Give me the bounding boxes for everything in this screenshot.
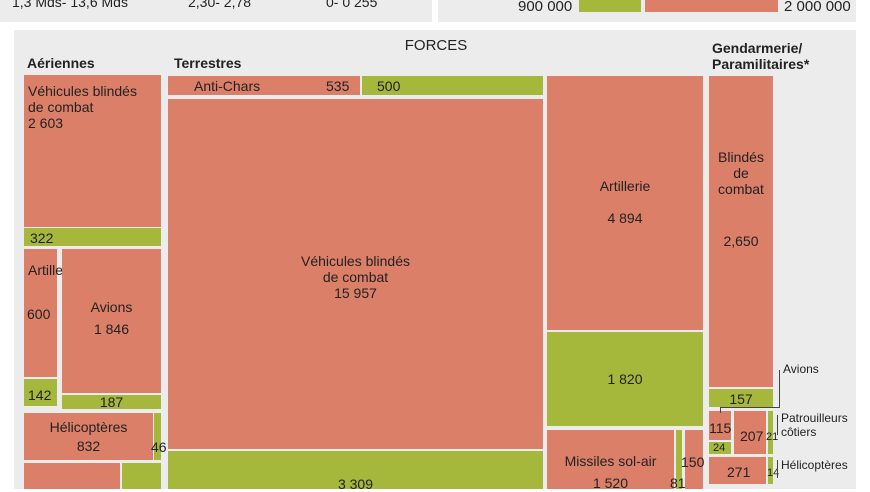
gen-avions-ukraine-value: 24: [713, 442, 726, 454]
ter-art-label: Artillerie: [599, 178, 651, 194]
gen-bc-value: 2,650: [723, 233, 759, 249]
air-helico-russia: [24, 413, 153, 460]
gen-bc-russia: [709, 76, 773, 387]
air-avions-russia: [62, 249, 161, 393]
gen-hel-ukraine-value: 14: [767, 467, 780, 479]
ter-antichars-value: 535: [326, 78, 350, 94]
air-helico-label: Hélicoptères: [49, 419, 128, 435]
forces-title: FORCES: [404, 37, 468, 54]
ter-art-russia: [547, 76, 703, 330]
ter-vbc-label-2: de combat: [322, 269, 389, 285]
ter-msa-ukraine: [676, 430, 682, 489]
gen-pat-value: 207: [740, 428, 764, 444]
ter-vbc-value: 15 957: [334, 285, 377, 301]
air-art-value: 600: [27, 306, 51, 322]
ter-art-ukraine-value: 1 820: [607, 371, 643, 387]
ter-msa-ukraine-value: 81: [670, 475, 686, 491]
callout-avions-line-t: [720, 407, 721, 413]
air-art-ukraine-value: 142: [28, 387, 52, 403]
gen-bc-label-1: Blindés: [718, 149, 764, 165]
air-art-ukraine: [24, 379, 57, 406]
gen-bc-label-2: de: [733, 165, 749, 181]
legend-russia-value: 2 000 000: [784, 0, 851, 15]
header-gendarmerie-1: Gendarmerie/: [712, 40, 803, 56]
top-left-panel: [0, 0, 432, 22]
ter-msa-russia: [547, 430, 674, 489]
air-vbc-label-1: Véhicules blindés: [28, 83, 137, 99]
air-avions-ukraine: [62, 395, 161, 409]
callout-pat-line: [777, 415, 778, 435]
gen-pat-ukraine-value: 21: [766, 431, 779, 443]
top-text-1: 1,3 Mds- 13,6 Mds: [12, 0, 128, 10]
header-terrestres: Terrestres: [174, 55, 242, 71]
legend-ukraine-swatch: [579, 0, 641, 12]
gen-avions-ukraine: [709, 442, 731, 454]
ter-vbc-label-1: Véhicules blindés: [301, 253, 410, 269]
air-helico-value: 832: [76, 438, 101, 454]
ter-antichars-ukraine-value: 500: [377, 78, 401, 94]
legend-ukraine-value: 900 000: [518, 0, 573, 15]
gen-hel-russia: [709, 457, 766, 484]
callout-avions-line-h: [720, 407, 780, 408]
header-aeriennes: Aériennes: [27, 55, 95, 71]
air-helico-ukraine-value: 46: [151, 439, 167, 455]
ter-antichars-label: Anti-Chars: [194, 78, 261, 94]
gen-bc-ukraine-value: 157: [729, 391, 753, 407]
gen-avions-russia: [709, 411, 731, 440]
header-gendarmerie-2: Paramilitaires*: [712, 56, 810, 72]
ter-vbc-ukraine: [168, 451, 543, 489]
callout-helico-line: [777, 460, 778, 478]
ter-vbc-russia: [168, 99, 543, 449]
top-text-2: 2,30- 2,78: [188, 0, 252, 10]
gen-pat-ukraine: [768, 411, 773, 454]
ter-150-russia: [685, 430, 703, 489]
callout-helicopteres: Hélicoptères: [781, 458, 848, 472]
ter-vbc-ukraine-value: 3 309: [337, 476, 374, 492]
callout-avions: Avions: [783, 362, 819, 376]
callout-avions-line-v: [779, 370, 780, 407]
air-vbc-ukraine: [24, 228, 161, 246]
air-avions-ukraine-value: 187: [99, 394, 124, 410]
legend-russia-swatch: [645, 0, 778, 12]
gen-hel-ukraine: [768, 457, 773, 484]
air-vbc-value: 2 603: [28, 115, 64, 131]
gen-avions-value: 115: [709, 420, 732, 436]
air-vbc-ukraine-value: 322: [30, 230, 54, 246]
air-bottom-ukraine: [122, 463, 161, 489]
ter-msa-label: Missiles sol-air: [564, 453, 657, 469]
air-avions-value: 1 846: [93, 321, 130, 337]
ter-150-value: 150: [681, 454, 705, 470]
gen-hel-value: 271: [727, 464, 751, 480]
gen-pat-russia: [734, 411, 766, 454]
gen-bc-ukraine: [709, 389, 773, 407]
air-vbc-russia: [24, 75, 161, 227]
ter-art-value: 4 894: [607, 210, 643, 226]
ter-art-ukraine: [547, 332, 703, 426]
air-bottom-russia: [24, 463, 120, 489]
ter-antichars-russia: [168, 76, 360, 95]
callout-patrouilleurs-1: Patrouilleurs: [781, 411, 848, 425]
air-vbc-label-2: de combat: [28, 99, 94, 115]
air-art-russia: [24, 249, 57, 377]
ter-msa-value: 1 520: [592, 475, 629, 491]
top-text-3: 0- 0 255: [326, 0, 378, 10]
air-helico-ukraine: [154, 413, 161, 460]
air-avions-label: Avions: [90, 299, 133, 315]
callout-patrouilleurs-2: côtiers: [781, 425, 817, 439]
ter-antichars-ukraine: [362, 76, 543, 95]
gen-bc-label-3: combat: [718, 181, 764, 197]
